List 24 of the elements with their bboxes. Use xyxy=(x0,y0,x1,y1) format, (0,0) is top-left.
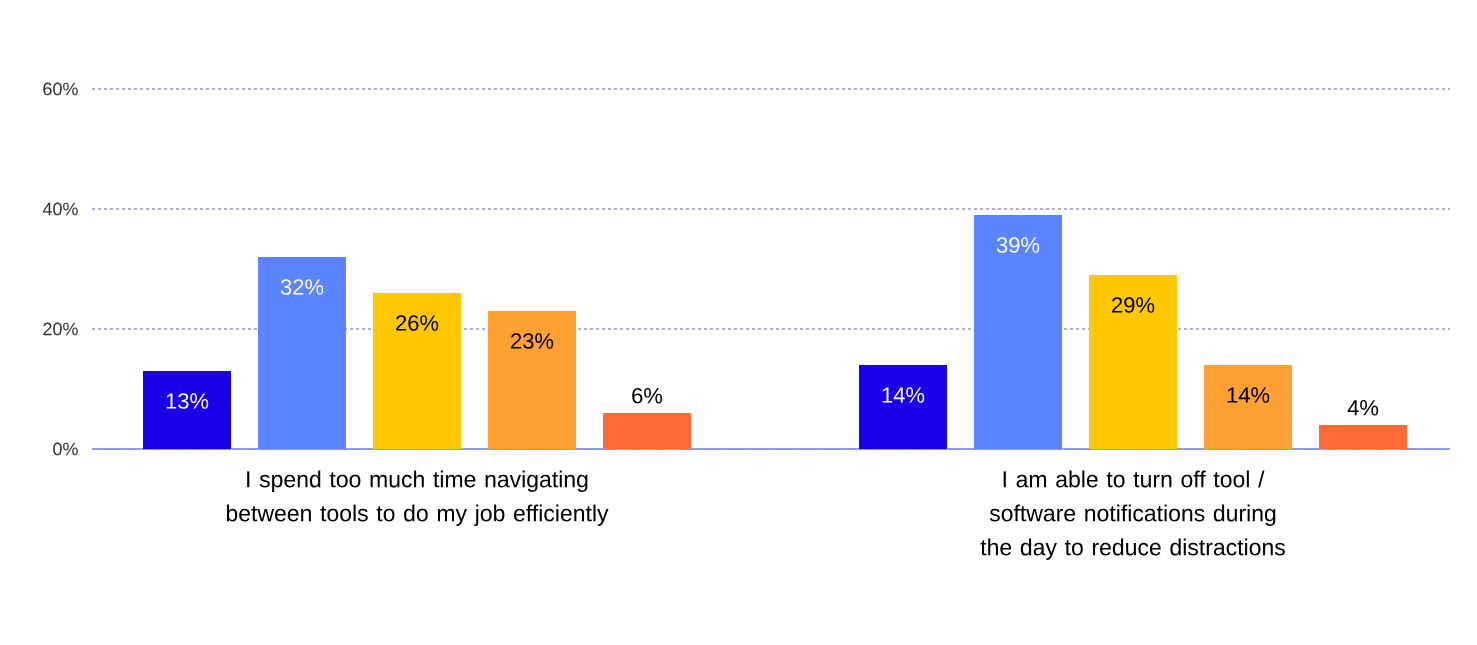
data-label: 14% xyxy=(882,387,925,403)
x-tick-label: I am able to turn off tool / software notifications during the day to reduce distractions xyxy=(980,470,1285,560)
y-tick-label: 40% xyxy=(42,202,78,216)
y-tick-label: 60% xyxy=(43,82,78,96)
bar xyxy=(603,413,692,449)
bar xyxy=(859,365,948,449)
bar xyxy=(1319,425,1408,449)
data-label: 13% xyxy=(166,393,209,409)
data-label: 23% xyxy=(511,333,554,349)
bar xyxy=(1089,275,1178,449)
data-label: 4% xyxy=(1347,400,1379,416)
bar xyxy=(1204,365,1293,449)
data-label: 39% xyxy=(996,237,1040,253)
bar xyxy=(488,311,577,449)
bar xyxy=(143,371,231,449)
x-tick-label: I spend too much time navigating between tools to do my job efficiently xyxy=(226,470,609,526)
data-label: 26% xyxy=(396,315,439,331)
data-label: 32% xyxy=(280,279,324,295)
bar xyxy=(373,293,462,449)
data-label: 29% xyxy=(1112,297,1155,313)
y-tick-label: 0% xyxy=(53,442,78,456)
y-tick-label: 20% xyxy=(43,322,78,336)
data-label: 14% xyxy=(1227,387,1270,403)
data-label: 6% xyxy=(632,387,663,404)
